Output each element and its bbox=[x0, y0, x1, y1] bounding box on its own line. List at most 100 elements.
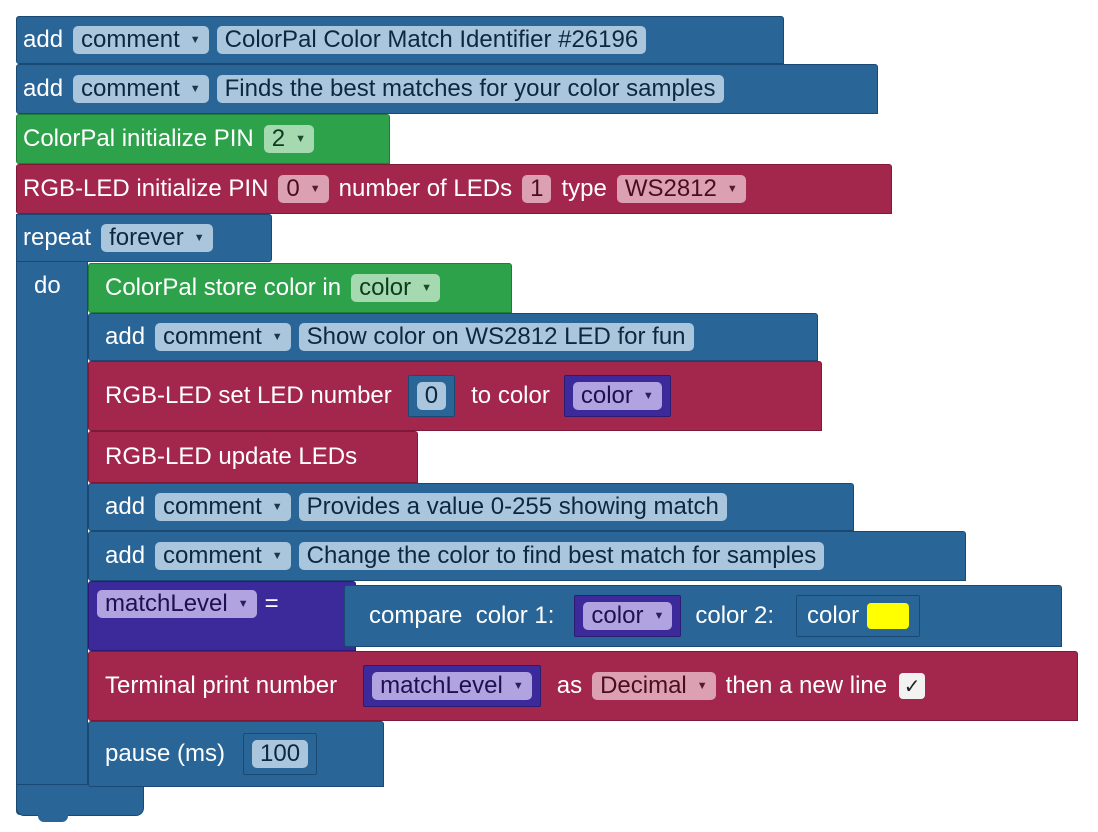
comment-type-label: comment bbox=[163, 542, 262, 569]
colorpal-initialize-block[interactable]: ColorPal initialize PIN 2 ▼ bbox=[16, 114, 390, 164]
color-variable-block[interactable]: color ▼ bbox=[563, 375, 671, 417]
repeat-label: repeat bbox=[23, 224, 92, 251]
comment-text-field[interactable]: Show color on WS2812 LED for fun bbox=[298, 323, 694, 351]
comment-text-field[interactable]: Change the color to find best match for … bbox=[298, 542, 825, 570]
colorpal-pin-value: 2 bbox=[271, 125, 286, 152]
rgb-led-pin-value: 0 bbox=[286, 175, 300, 202]
led-type-dropdown[interactable]: WS2812 ▼ bbox=[616, 175, 746, 203]
comment-type-dropdown[interactable]: comment ▼ bbox=[73, 75, 209, 103]
number-of-leds-label: number of LEDs bbox=[338, 175, 513, 202]
led-number-field[interactable]: 0 bbox=[416, 382, 447, 410]
update-leds-label: RGB-LED update LEDs bbox=[105, 443, 358, 470]
color2-label: color 2: bbox=[695, 602, 775, 629]
number-of-leds-field[interactable]: 1 bbox=[522, 175, 552, 203]
caret-down-icon: ▼ bbox=[696, 680, 708, 692]
match-level-variable-dropdown[interactable]: matchLevel ▼ bbox=[97, 590, 257, 618]
pause-label: pause (ms) bbox=[105, 740, 226, 767]
add-label: add bbox=[105, 493, 146, 520]
caret-down-icon: ▼ bbox=[271, 550, 283, 562]
color1-variable-dropdown[interactable]: color ▼ bbox=[583, 602, 673, 630]
terminal-print-label: Terminal print number bbox=[105, 672, 338, 699]
add-label: add bbox=[105, 542, 146, 569]
rgb-led-pin-dropdown[interactable]: 0 ▼ bbox=[278, 175, 329, 203]
comment-block-provides-value[interactable]: add comment ▼ Provides a value 0-255 sho… bbox=[88, 483, 854, 531]
add-label: add bbox=[23, 75, 64, 102]
terminal-print-number-block[interactable]: Terminal print number matchLevel ▼ as De… bbox=[88, 651, 1078, 721]
rgb-led-initialize-label: RGB-LED initialize PIN bbox=[23, 175, 269, 202]
caret-down-icon: ▼ bbox=[189, 83, 201, 95]
set-led-label: RGB-LED set LED number bbox=[105, 382, 392, 409]
color-variable-value: color bbox=[580, 382, 633, 409]
repeat-loop-spine bbox=[16, 215, 88, 815]
comment-type-label: comment bbox=[81, 75, 180, 102]
color1-variable-value: color bbox=[591, 602, 644, 629]
caret-down-icon: ▼ bbox=[271, 331, 283, 343]
number-format-dropdown[interactable]: Decimal ▼ bbox=[592, 672, 716, 700]
comment-text-field[interactable]: Finds the best matches for your color sa… bbox=[216, 75, 724, 103]
rgb-led-update-block[interactable]: RGB-LED update LEDs bbox=[88, 431, 418, 483]
checkmark-icon[interactable]: ✓ bbox=[899, 673, 926, 699]
caret-down-icon: ▼ bbox=[726, 183, 738, 195]
store-color-variable-value: color bbox=[359, 274, 412, 301]
equals-sign: = bbox=[264, 590, 279, 617]
comment-type-dropdown[interactable]: comment ▼ bbox=[73, 26, 209, 54]
color-variable-dropdown[interactable]: color ▼ bbox=[572, 382, 662, 410]
comment-block-change-color[interactable]: add comment ▼ Change the color to find b… bbox=[88, 531, 966, 581]
caret-down-icon: ▼ bbox=[295, 133, 307, 145]
new-line-label: then a new line bbox=[725, 672, 888, 699]
pause-value-field[interactable]: 100 bbox=[252, 740, 309, 768]
color2-literal-label: color bbox=[807, 602, 860, 629]
repeat-block-header[interactable]: repeat forever ▼ bbox=[16, 214, 272, 262]
led-type-value: WS2812 bbox=[624, 175, 717, 202]
caret-down-icon: ▼ bbox=[193, 232, 205, 244]
caret-down-icon: ▼ bbox=[271, 501, 283, 513]
comment-block-show-color[interactable]: add comment ▼ Show color on WS2812 LED f… bbox=[88, 313, 818, 361]
comment-text-field[interactable]: Provides a value 0-255 showing match bbox=[298, 493, 727, 521]
print-variable-dropdown[interactable]: matchLevel ▼ bbox=[372, 672, 532, 700]
add-label: add bbox=[105, 323, 146, 350]
repeat-loop-tab bbox=[38, 814, 68, 822]
color1-variable-block[interactable]: color ▼ bbox=[574, 595, 682, 637]
caret-down-icon: ▼ bbox=[421, 282, 433, 294]
comment-type-label: comment bbox=[163, 493, 262, 520]
pause-value-input-block[interactable]: 100 bbox=[243, 733, 318, 775]
repeat-loop-bottom-arm bbox=[16, 784, 144, 816]
match-level-assign-block[interactable]: matchLevel ▼ = bbox=[88, 581, 356, 651]
comment-text-field[interactable]: ColorPal Color Match Identifier #26196 bbox=[216, 26, 647, 54]
caret-down-icon: ▼ bbox=[642, 390, 654, 402]
do-label: do bbox=[34, 272, 61, 299]
repeat-mode-value: forever bbox=[109, 224, 184, 251]
led-number-input-block[interactable]: 0 bbox=[407, 375, 456, 417]
color2-literal-block[interactable]: color bbox=[796, 595, 921, 637]
color2-swatch[interactable] bbox=[867, 603, 910, 629]
print-variable-block[interactable]: matchLevel ▼ bbox=[363, 665, 541, 707]
number-format-value: Decimal bbox=[600, 672, 687, 699]
comment-type-dropdown[interactable]: comment ▼ bbox=[155, 542, 291, 570]
colorpal-pin-dropdown[interactable]: 2 ▼ bbox=[263, 125, 315, 153]
add-label: add bbox=[23, 26, 64, 53]
to-color-label: to color bbox=[471, 382, 550, 409]
colorpal-store-color-block[interactable]: ColorPal store color in color ▼ bbox=[88, 263, 512, 313]
caret-down-icon: ▼ bbox=[309, 183, 321, 195]
comment-type-label: comment bbox=[81, 26, 180, 53]
compare-colors-block[interactable]: compare color 1: color ▼ color 2: color bbox=[344, 585, 1062, 647]
store-color-label: ColorPal store color in bbox=[105, 274, 342, 301]
print-variable-value: matchLevel bbox=[380, 672, 503, 699]
rgb-led-set-led-block[interactable]: RGB-LED set LED number 0 to color color … bbox=[88, 361, 822, 431]
led-type-label: type bbox=[561, 175, 607, 202]
comment-block-description[interactable]: add comment ▼ Finds the best matches for… bbox=[16, 64, 878, 114]
match-level-variable-value: matchLevel bbox=[105, 590, 228, 617]
as-label: as bbox=[556, 672, 583, 699]
rgb-led-initialize-block[interactable]: RGB-LED initialize PIN 0 ▼ number of LED… bbox=[16, 164, 892, 214]
caret-down-icon: ▼ bbox=[653, 610, 665, 622]
pause-block[interactable]: pause (ms) 100 bbox=[88, 721, 384, 787]
comment-type-dropdown[interactable]: comment ▼ bbox=[155, 493, 291, 521]
compare-color1-label: compare color 1: bbox=[369, 602, 555, 629]
caret-down-icon: ▼ bbox=[189, 34, 201, 46]
comment-type-dropdown[interactable]: comment ▼ bbox=[155, 323, 291, 351]
store-color-variable-dropdown[interactable]: color ▼ bbox=[351, 274, 441, 302]
caret-down-icon: ▼ bbox=[512, 680, 524, 692]
comment-type-label: comment bbox=[163, 323, 262, 350]
comment-block-title[interactable]: add comment ▼ ColorPal Color Match Ident… bbox=[16, 16, 784, 64]
repeat-mode-dropdown[interactable]: forever ▼ bbox=[101, 224, 213, 252]
